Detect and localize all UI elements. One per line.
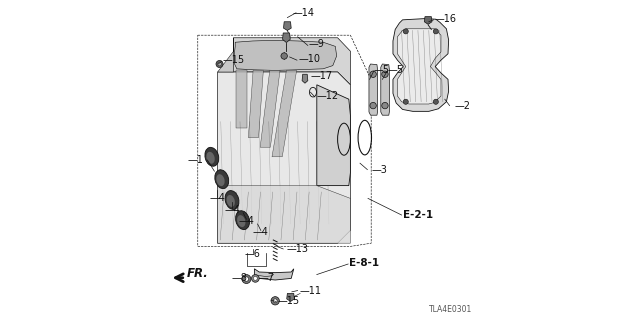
Circle shape <box>433 99 438 104</box>
Polygon shape <box>393 19 449 111</box>
Polygon shape <box>248 70 264 138</box>
Polygon shape <box>234 40 337 70</box>
Circle shape <box>370 102 376 109</box>
Polygon shape <box>218 72 351 243</box>
Text: —5: —5 <box>387 65 403 75</box>
Ellipse shape <box>227 195 235 207</box>
Text: —16: —16 <box>435 13 456 24</box>
Text: —14: —14 <box>292 8 315 18</box>
Text: —1: —1 <box>188 155 204 165</box>
Text: —4: —4 <box>224 204 240 215</box>
Text: —8: —8 <box>231 273 247 283</box>
Circle shape <box>281 53 287 59</box>
Text: —15: —15 <box>223 55 244 65</box>
Text: —5: —5 <box>374 65 390 75</box>
Circle shape <box>381 102 388 109</box>
Text: —10: —10 <box>298 54 320 64</box>
Circle shape <box>381 71 388 77</box>
Text: —7: —7 <box>259 273 275 283</box>
Text: —15: —15 <box>278 296 300 306</box>
Circle shape <box>244 277 249 281</box>
Polygon shape <box>234 38 351 85</box>
Polygon shape <box>272 70 297 157</box>
Polygon shape <box>283 33 291 43</box>
Ellipse shape <box>237 215 246 227</box>
Polygon shape <box>424 17 432 24</box>
Ellipse shape <box>236 211 250 229</box>
Circle shape <box>273 299 277 303</box>
Text: —6: —6 <box>245 249 260 260</box>
Ellipse shape <box>215 170 228 188</box>
Circle shape <box>218 62 221 66</box>
Text: —11: —11 <box>300 285 321 296</box>
Text: —4: —4 <box>253 227 269 237</box>
Text: FR.: FR. <box>187 267 209 280</box>
Text: E-2-1: E-2-1 <box>403 210 433 220</box>
Circle shape <box>216 60 223 68</box>
Circle shape <box>403 29 408 34</box>
Circle shape <box>242 275 251 284</box>
Text: TLA4E0301: TLA4E0301 <box>429 305 472 314</box>
Text: —2: —2 <box>454 100 470 111</box>
Ellipse shape <box>205 148 219 166</box>
Polygon shape <box>381 64 389 115</box>
Text: —13: —13 <box>287 244 308 254</box>
Polygon shape <box>218 38 234 72</box>
Polygon shape <box>254 269 294 280</box>
Polygon shape <box>317 85 351 186</box>
Text: —4: —4 <box>209 193 225 204</box>
Text: —4: —4 <box>239 216 254 226</box>
Polygon shape <box>284 22 291 30</box>
Ellipse shape <box>206 152 215 164</box>
Polygon shape <box>369 64 378 115</box>
Text: E-8-1: E-8-1 <box>349 258 379 268</box>
Text: —3: —3 <box>371 164 387 175</box>
Polygon shape <box>218 186 351 243</box>
Circle shape <box>252 275 259 282</box>
Ellipse shape <box>225 191 239 209</box>
Ellipse shape <box>216 174 225 186</box>
Text: —12: —12 <box>316 91 339 101</box>
Circle shape <box>403 99 408 104</box>
Polygon shape <box>397 29 441 104</box>
Circle shape <box>370 71 376 77</box>
Text: —17: —17 <box>310 71 333 81</box>
Polygon shape <box>237 70 247 128</box>
Circle shape <box>271 297 280 305</box>
Circle shape <box>253 276 257 280</box>
Polygon shape <box>287 293 294 301</box>
Circle shape <box>433 29 438 34</box>
Polygon shape <box>302 74 308 83</box>
Text: —9: —9 <box>309 39 324 49</box>
Polygon shape <box>260 70 280 147</box>
